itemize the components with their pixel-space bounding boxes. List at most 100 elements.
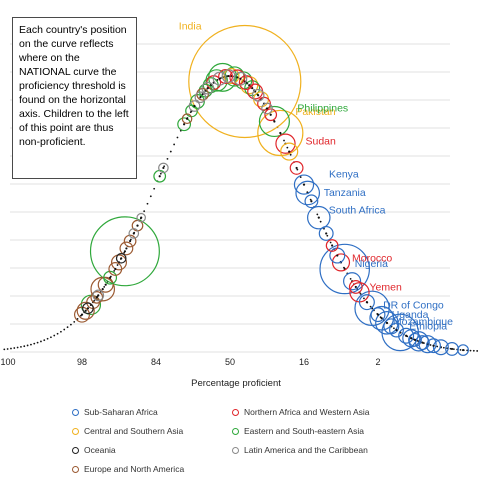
- curve-dot: [369, 305, 372, 308]
- country-center-dot: [365, 301, 368, 304]
- curve-dot: [10, 347, 12, 350]
- curve-dot: [20, 345, 22, 348]
- curve-dot: [472, 349, 475, 352]
- country-bubble: [181, 113, 193, 125]
- x-tick-label: 98: [77, 357, 87, 367]
- country-center-dot: [158, 175, 161, 178]
- country-bubble: [304, 194, 319, 209]
- country-center-dot: [129, 239, 132, 243]
- curve-dot: [33, 342, 36, 345]
- curve-dot: [73, 320, 76, 323]
- curve-dot: [469, 349, 472, 352]
- curve-dot: [459, 348, 462, 351]
- country-bubble: [128, 228, 140, 239]
- country-center-dot: [199, 96, 202, 99]
- country-center-dot: [201, 93, 204, 96]
- curve-dot: [6, 348, 9, 350]
- curve-dot: [442, 346, 445, 349]
- legend-item: Latin America and the Caribbean: [232, 445, 368, 455]
- curve-dot: [63, 328, 66, 331]
- curve-dot: [476, 350, 479, 352]
- country-label: South Africa: [329, 205, 386, 217]
- curve-dot: [16, 346, 19, 349]
- country-center-dot: [279, 131, 282, 135]
- legend-label: Sub-Saharan Africa: [84, 407, 158, 417]
- country-center-dot: [104, 283, 107, 286]
- x-axis-ticks: 100 98 84 50 16 2: [0, 357, 380, 367]
- country-center-dot: [101, 288, 104, 291]
- curve-dot: [299, 176, 302, 178]
- country-bubble: [158, 162, 169, 174]
- curve-dot: [146, 202, 149, 205]
- x-axis-label: Percentage proficient: [191, 378, 281, 389]
- country-bubble: [82, 302, 94, 315]
- country-center-dot: [331, 244, 334, 247]
- curve-dot: [143, 210, 146, 213]
- legend-label: Northern Africa and Western Asia: [244, 407, 370, 417]
- country-center-dot: [114, 267, 117, 271]
- country-center-dot: [265, 107, 269, 110]
- country-center-dot: [140, 216, 143, 219]
- country-bubble: [280, 142, 299, 161]
- curve-dot: [3, 348, 6, 351]
- curve-dot: [50, 336, 52, 339]
- country-bubble: [343, 272, 362, 291]
- x-tick-label: 16: [299, 357, 309, 367]
- curve-dot: [436, 345, 439, 348]
- country-label: Pakistan: [295, 106, 335, 118]
- country-bubble: [358, 294, 375, 311]
- country-center-dot: [236, 76, 239, 79]
- legend-marker-icon: [72, 446, 79, 454]
- curve-dot: [309, 198, 312, 201]
- legend-label: Central and Southern Asia: [84, 426, 184, 436]
- country-center-dot: [288, 150, 291, 153]
- legend-marker-icon: [232, 446, 239, 454]
- country-bubble: [108, 262, 123, 276]
- country-center-dot: [462, 348, 465, 352]
- curve-dot: [40, 340, 42, 343]
- legend-label: Latin America and the Caribbean: [244, 445, 368, 455]
- country-center-dot: [80, 313, 84, 316]
- country-center-dot: [302, 183, 306, 186]
- legend-item: Sub-Saharan Africa: [72, 407, 158, 417]
- curve-dot: [116, 264, 119, 266]
- country-label: Uganda: [392, 309, 429, 321]
- country-bubble: [223, 68, 240, 85]
- country-center-dot: [421, 341, 424, 344]
- country-center-dot: [395, 328, 398, 332]
- curve-dot: [289, 153, 292, 156]
- curve-dot: [173, 143, 176, 146]
- curve-dot: [93, 299, 96, 302]
- curve-dot: [56, 332, 59, 335]
- country-label: Ethiopia: [409, 320, 447, 332]
- country-center-dot: [310, 200, 313, 203]
- country-bubble: [432, 339, 449, 356]
- curve-dot: [296, 168, 299, 171]
- country-bubble: [73, 306, 90, 323]
- curve-dot: [30, 343, 32, 346]
- country-bubble: [318, 225, 334, 241]
- country-center-dot: [95, 296, 98, 299]
- country-bubble: [348, 280, 363, 294]
- country-bubble: [251, 88, 265, 102]
- country-bubble: [115, 253, 127, 264]
- curve-dot: [103, 286, 106, 288]
- country-bubble: [233, 71, 248, 86]
- curve-dot: [363, 297, 365, 300]
- country-center-dot: [185, 117, 189, 120]
- curve-dot: [23, 345, 26, 348]
- x-tick-label: 100: [0, 357, 15, 367]
- legend-label: Europe and North America: [84, 464, 185, 474]
- country-bubble: [123, 234, 137, 248]
- country-bubble: [177, 117, 192, 132]
- chart-legend: Sub-Saharan Africa Northern Africa and We…: [0, 400, 493, 484]
- country-bubble-kenya: [293, 174, 315, 195]
- country-bubble-philippines: [258, 105, 290, 138]
- country-bubble-uganda: [369, 305, 395, 331]
- curve-dot: [326, 234, 329, 237]
- country-bubble: [103, 270, 118, 285]
- legend-label: Eastern and South-eastern Asia: [244, 426, 365, 436]
- country-center-dot: [295, 166, 298, 170]
- curve-dot: [283, 139, 285, 142]
